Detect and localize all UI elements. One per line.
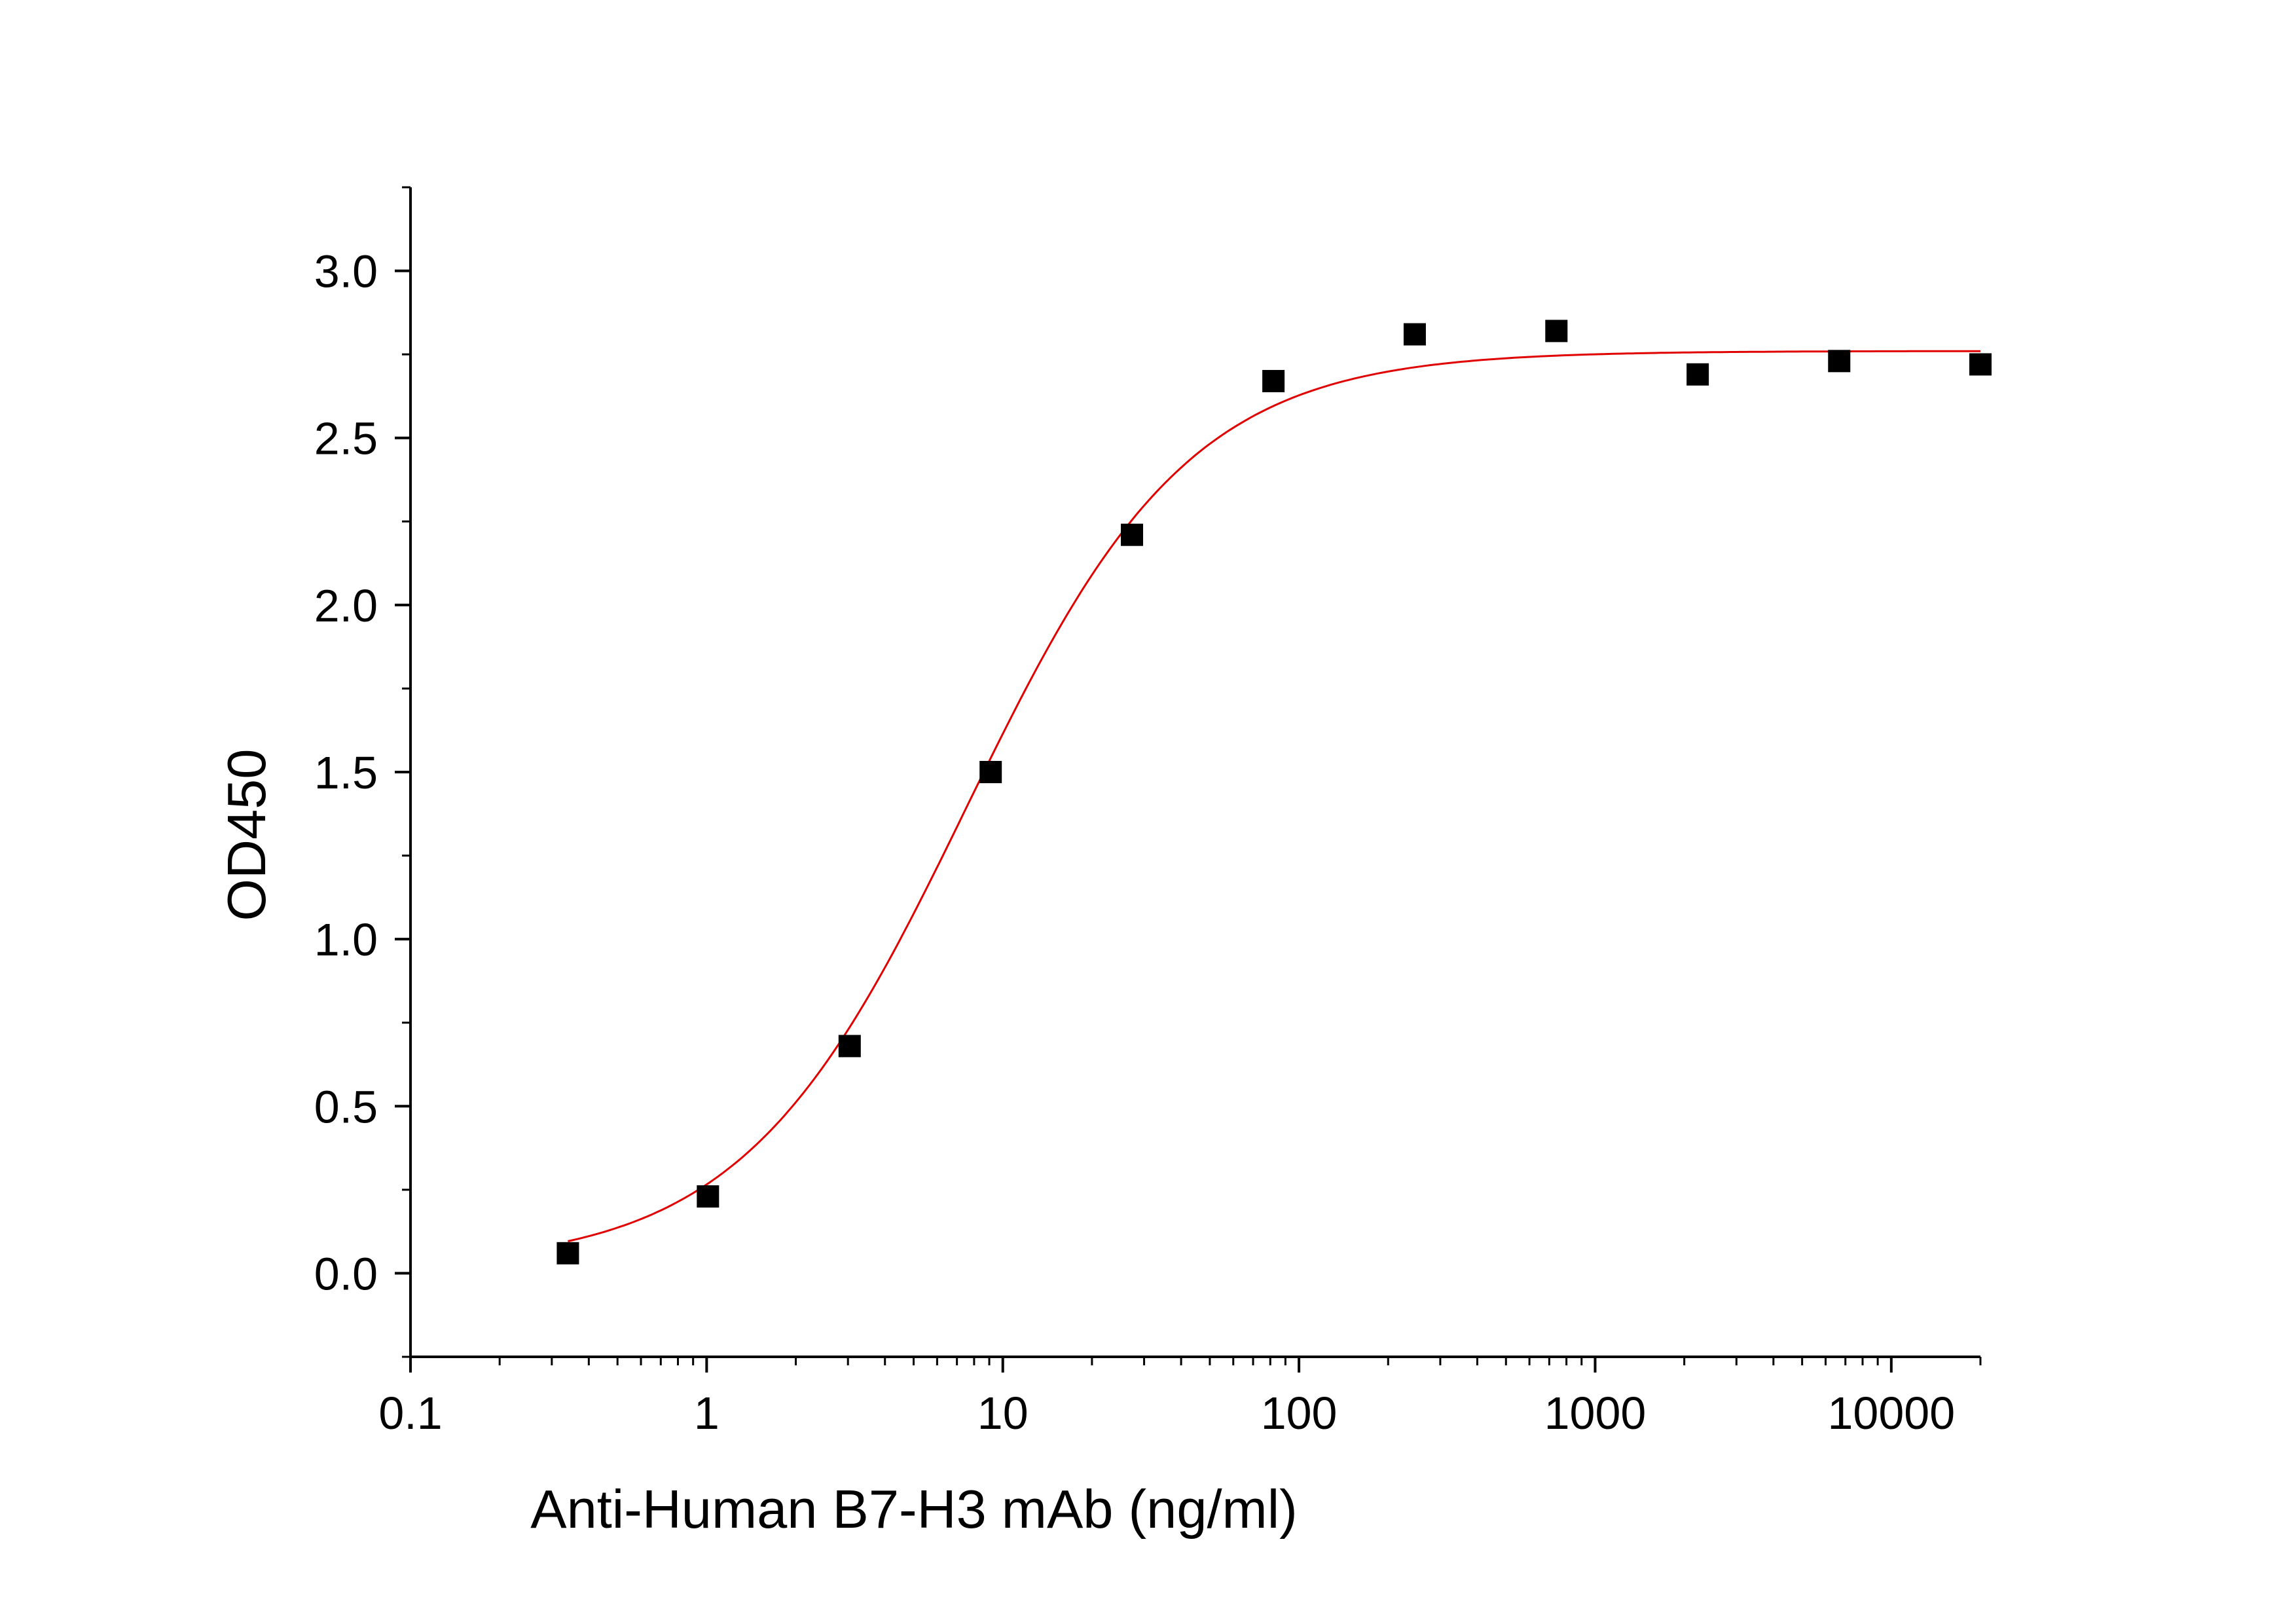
tick-labels: 0.1 1 10 100 1000 10000 0.0 0.5 1.0 1.5 2.0 2.5 3.0 <box>314 246 1955 1439</box>
y-tick-label: 0.5 <box>314 1081 378 1132</box>
x-tick-label: 100 <box>1261 1388 1338 1439</box>
x-tick-label: 10000 <box>1827 1388 1955 1439</box>
x-axis-title: Anti-Human B7-H3 mAb (ng/ml) <box>530 1479 1298 1540</box>
axis-ticks <box>395 186 1982 1373</box>
y-tick-label: 0.0 <box>314 1248 378 1299</box>
data-point <box>1545 320 1568 342</box>
data-point <box>697 1185 720 1208</box>
y-axis-title: OD450 <box>216 749 277 921</box>
data-point <box>1262 369 1285 392</box>
data-point <box>1121 523 1144 546</box>
data-points <box>556 320 1992 1264</box>
data-point <box>1686 363 1709 386</box>
data-point <box>556 1242 579 1264</box>
data-point <box>1403 323 1426 346</box>
y-tick-label: 1.5 <box>314 747 378 798</box>
y-tick-label: 2.0 <box>314 580 378 631</box>
y-tick-label: 1.0 <box>314 914 378 965</box>
y-tick-label: 3.0 <box>314 246 378 297</box>
data-point <box>1969 353 1992 376</box>
fit-curve <box>568 350 1980 1242</box>
axes <box>409 187 1980 1358</box>
x-tick-label: 1 <box>694 1388 720 1439</box>
x-tick-label: 1000 <box>1544 1388 1647 1439</box>
x-tick-label: 0.1 <box>378 1388 442 1439</box>
x-tick-label: 10 <box>977 1388 1029 1439</box>
data-point <box>1828 350 1851 373</box>
data-point <box>979 761 1002 783</box>
y-tick-label: 2.5 <box>314 413 378 464</box>
data-point <box>838 1035 861 1058</box>
